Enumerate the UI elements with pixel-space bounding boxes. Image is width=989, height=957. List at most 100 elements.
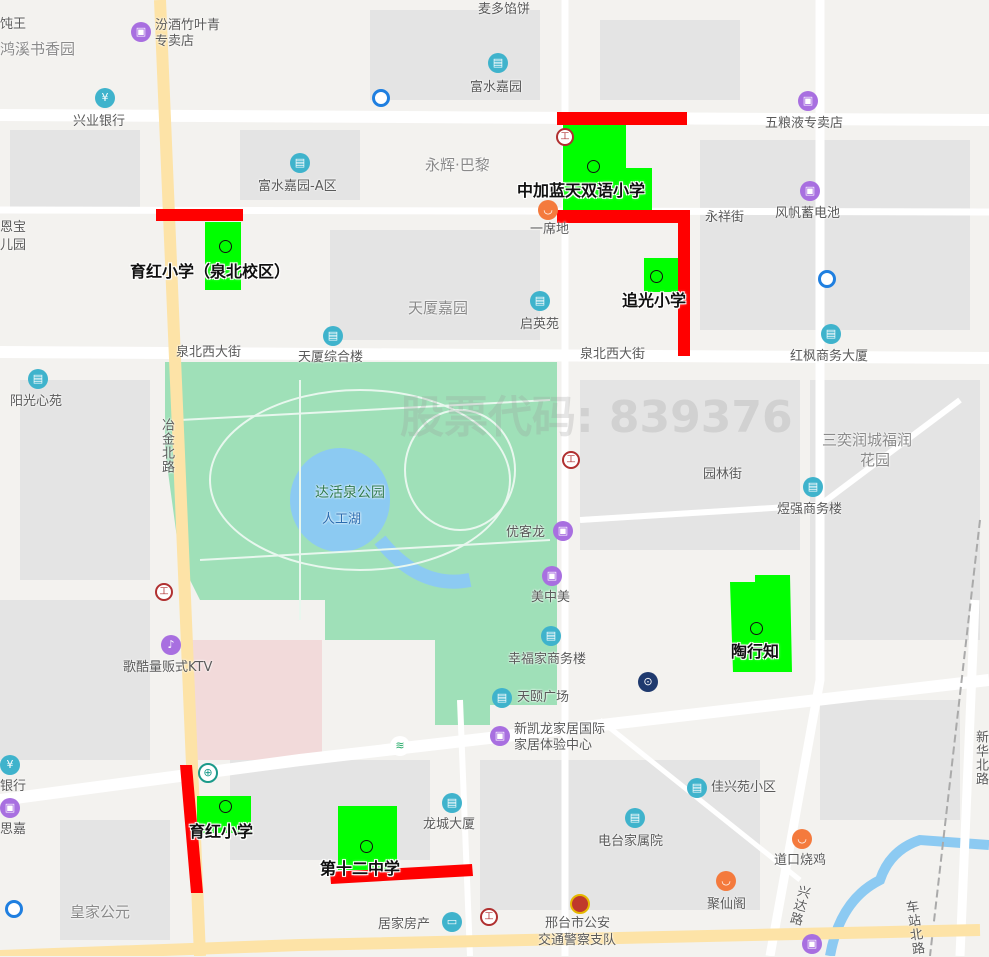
place-label: 居家房产 [378,917,431,932]
road-label: 冶金北路 [159,418,174,474]
road-label: 泉北西大街 [580,347,646,362]
shop-icon[interactable]: ▣ [798,91,818,111]
building-icon[interactable]: ▤ [687,778,707,798]
bank-yen-icon[interactable]: ¥ [0,755,20,775]
building-icon[interactable]: ▤ [323,326,343,346]
school-marker-icon[interactable] [219,240,232,253]
icbc-bank-icon[interactable]: 工 [562,451,580,469]
place-label: 恩宝 [0,220,27,235]
place-label: 饨王 [0,17,27,32]
building-icon[interactable]: ▤ [28,369,48,389]
place-label: 天颐广场 [517,690,570,705]
place-label: 美中美 [531,590,571,605]
building-blocks [0,10,980,940]
building-icon[interactable]: ▤ [803,477,823,497]
place-label: 思嘉 [0,822,27,837]
post-office-icon[interactable]: ≋ [390,736,410,756]
school-marker-icon[interactable] [750,622,763,635]
place-label: 道口烧鸡 [774,853,827,868]
place-label: 富水嘉园 [470,80,523,95]
place-label: 一席地 [530,222,570,237]
place-label: 交通警察支队 [538,933,617,948]
park-paths [179,380,551,620]
place-label: 优客龙 [506,525,546,540]
ktv-mic-icon[interactable]: ♪ [161,635,181,655]
building-icon[interactable]: ▤ [821,324,841,344]
shop-icon[interactable]: ▣ [490,726,510,746]
school-marker-icon[interactable] [360,840,373,853]
pink-compound [192,640,322,760]
restaurant-icon[interactable]: ◡ [538,200,558,220]
building-icon[interactable]: ▤ [442,793,462,813]
place-label: 皇家公元 [70,903,131,921]
school-marker-icon[interactable] [650,270,663,283]
restaurant-icon[interactable]: ◡ [716,871,736,891]
place-label: 风帆蓄电池 [775,206,841,221]
lake-label: 人工湖 [322,512,362,527]
road-label: 永祥街 [705,210,745,225]
school-label[interactable]: 育红小学 [189,822,254,841]
place-label: 煜强商务楼 [777,502,843,517]
shop-icon[interactable]: ▣ [542,566,562,586]
shop-icon[interactable]: ▣ [0,798,20,818]
agri-bank-icon[interactable]: ⊕ [198,763,218,783]
building-icon[interactable]: ▤ [625,808,645,828]
place-label: 红枫商务大厦 [790,349,869,364]
place-label: 佳兴苑小区 [711,780,777,795]
school-label[interactable]: 第十二中学 [320,859,401,878]
icbc-bank-icon[interactable]: 工 [480,908,498,926]
main-road-south[interactable] [0,924,981,956]
place-label: 新凯龙家居国际 [514,722,606,737]
place-label: 阳光心苑 [10,394,63,409]
school-marker-icon[interactable] [219,800,232,813]
bank-yen-icon[interactable]: ¥ [95,88,115,108]
shop-icon[interactable]: ▣ [553,521,573,541]
place-label: 启英苑 [520,317,560,332]
shop-icon[interactable]: ▣ [131,22,151,42]
park-label: 达活泉公园 [315,485,385,501]
school-label[interactable]: 追光小学 [622,291,687,310]
place-label: 汾酒竹叶青 [155,18,221,33]
shop-icon[interactable]: ▣ [800,181,820,201]
ccb-bank-icon[interactable] [372,89,390,107]
icbc-bank-icon[interactable]: 工 [155,583,173,601]
building-icon[interactable]: ▤ [541,626,561,646]
lake [290,448,390,552]
place-label: 永辉·巴黎 [425,156,490,174]
restaurant-icon[interactable]: ◡ [792,829,812,849]
school-label[interactable]: 陶行知 [731,642,780,661]
place-label: 鸿溪书香园 [0,40,76,58]
place-label: 天厦嘉园 [408,299,469,317]
place-label: 幸福家商务楼 [508,652,587,667]
road-label: 新华北路 [973,730,988,786]
place-label: 龙城大厦 [423,817,476,832]
place-label: 三奕润城福润 [822,431,913,449]
place-label: 电台家属院 [598,834,664,849]
ccb-bank-icon[interactable] [818,270,836,288]
building-icon[interactable]: ▤ [492,688,512,708]
place-label: 麦多馅饼 [478,2,531,17]
place-label: 邢台市公安 [545,916,611,931]
route-highlights[interactable] [156,112,690,893]
school-label[interactable]: 育红小学（泉北校区） [130,262,291,281]
police-emblem-icon[interactable] [570,894,590,914]
ccb-bank-icon[interactable] [5,900,23,918]
place-label: 家居体验中心 [514,738,593,753]
place-label: 花园 [860,451,891,469]
place-label: 天厦综合楼 [298,350,364,365]
building-icon[interactable]: ▤ [530,291,550,311]
school-marker-icon[interactable] [587,160,600,173]
place-label: 儿园 [0,238,27,253]
place-label: 专卖店 [155,34,195,49]
place-label: 富水嘉园-A区 [258,179,337,194]
icbc-bank-icon[interactable]: 工 [556,128,574,146]
real-estate-icon[interactable]: ▭ [442,912,462,932]
bus-stop-icon[interactable]: ⊙ [638,672,658,692]
shop-icon[interactable]: ▣ [802,934,822,954]
school-label[interactable]: 中加蓝天双语小学 [517,181,646,200]
building-icon[interactable]: ▤ [488,53,508,73]
building-icon[interactable]: ▤ [290,153,310,173]
road-label: 园林街 [703,467,743,482]
